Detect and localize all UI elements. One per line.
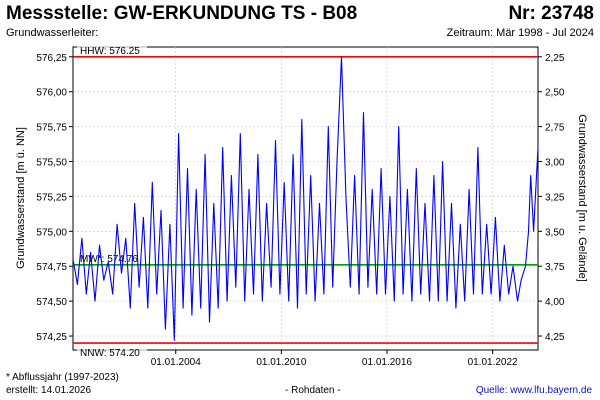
- y-tick-label: 574,75: [36, 262, 67, 273]
- y2-tick-label: 3,75: [545, 262, 565, 273]
- y2-tick-label: 3,50: [545, 227, 565, 238]
- mw-label: MW*: 574.76: [80, 254, 138, 265]
- y-tick-label: 575,75: [36, 123, 67, 134]
- y-axis-label: Grundwasserstand [m ü. NN]: [15, 127, 27, 269]
- y2-tick-label: 2,25: [545, 53, 565, 64]
- y-tick-label: 575,00: [36, 227, 67, 238]
- hhw-label-bg: [77, 44, 147, 56]
- data-status: - Rohdaten -: [285, 385, 341, 396]
- y2-tick-label: 4,25: [545, 332, 565, 343]
- created-date: erstellt: 14.01.2026: [6, 385, 92, 396]
- y-tick-label: 575,25: [36, 192, 67, 203]
- y-tick-label: 576,25: [36, 53, 67, 64]
- x-tick-label: 01.01.2004: [151, 357, 201, 368]
- station-title: Messstelle: GW-ERKUNDUNG TS - B08: [6, 3, 358, 24]
- x-tick-label: 01.01.2016: [362, 357, 412, 368]
- y-tick-label: 574,50: [36, 297, 67, 308]
- y2-axis-label: Grundwasserstand [m u. Gelände]: [576, 114, 588, 282]
- x-tick-label: 01.01.2022: [468, 357, 518, 368]
- y-tick-label: 576,00: [36, 88, 67, 99]
- y-axis-left: 574,25 574,50 574,75 575,00 575,25 575,50 575,…: [36, 53, 73, 343]
- source-link[interactable]: Quelle: www.lfu.bayern.de: [475, 385, 592, 396]
- series-line: [72, 56, 539, 341]
- hhw-label: HHW: 576.25: [80, 46, 140, 57]
- y2-tick-label: 2,50: [545, 88, 565, 99]
- aquifer-label: Grundwasserleiter:: [6, 27, 99, 39]
- x-axis: 01.01.2004 01.01.2010 01.01.2016 01.01.2022: [151, 350, 518, 368]
- series-group: [72, 56, 539, 341]
- y2-tick-label: 2,75: [545, 123, 565, 134]
- y-tick-label: 574,25: [36, 332, 67, 343]
- nnw-label: NNW: 574.20: [80, 348, 140, 359]
- y2-tick-label: 4,00: [545, 297, 565, 308]
- plot-area: [72, 46, 539, 351]
- y-axis-right: 2,25 2,50 2,75 3,00 3,25 3,50 3,75 4,00 4,25: [538, 53, 565, 343]
- station-number: Nr: 23748: [508, 3, 594, 24]
- mw-label-bg: [77, 252, 147, 264]
- nnw-label-bg: [77, 346, 147, 358]
- y2-tick-label: 3,25: [545, 192, 565, 203]
- footnote: * Abflussjahr (1997-2023): [6, 372, 119, 383]
- y2-tick-label: 3,00: [545, 157, 565, 168]
- period-label: Zeitraum: Mär 1998 - Jul 2024: [446, 27, 594, 39]
- y-tick-label: 575,50: [36, 157, 67, 168]
- x-tick-label: 01.01.2010: [256, 357, 306, 368]
